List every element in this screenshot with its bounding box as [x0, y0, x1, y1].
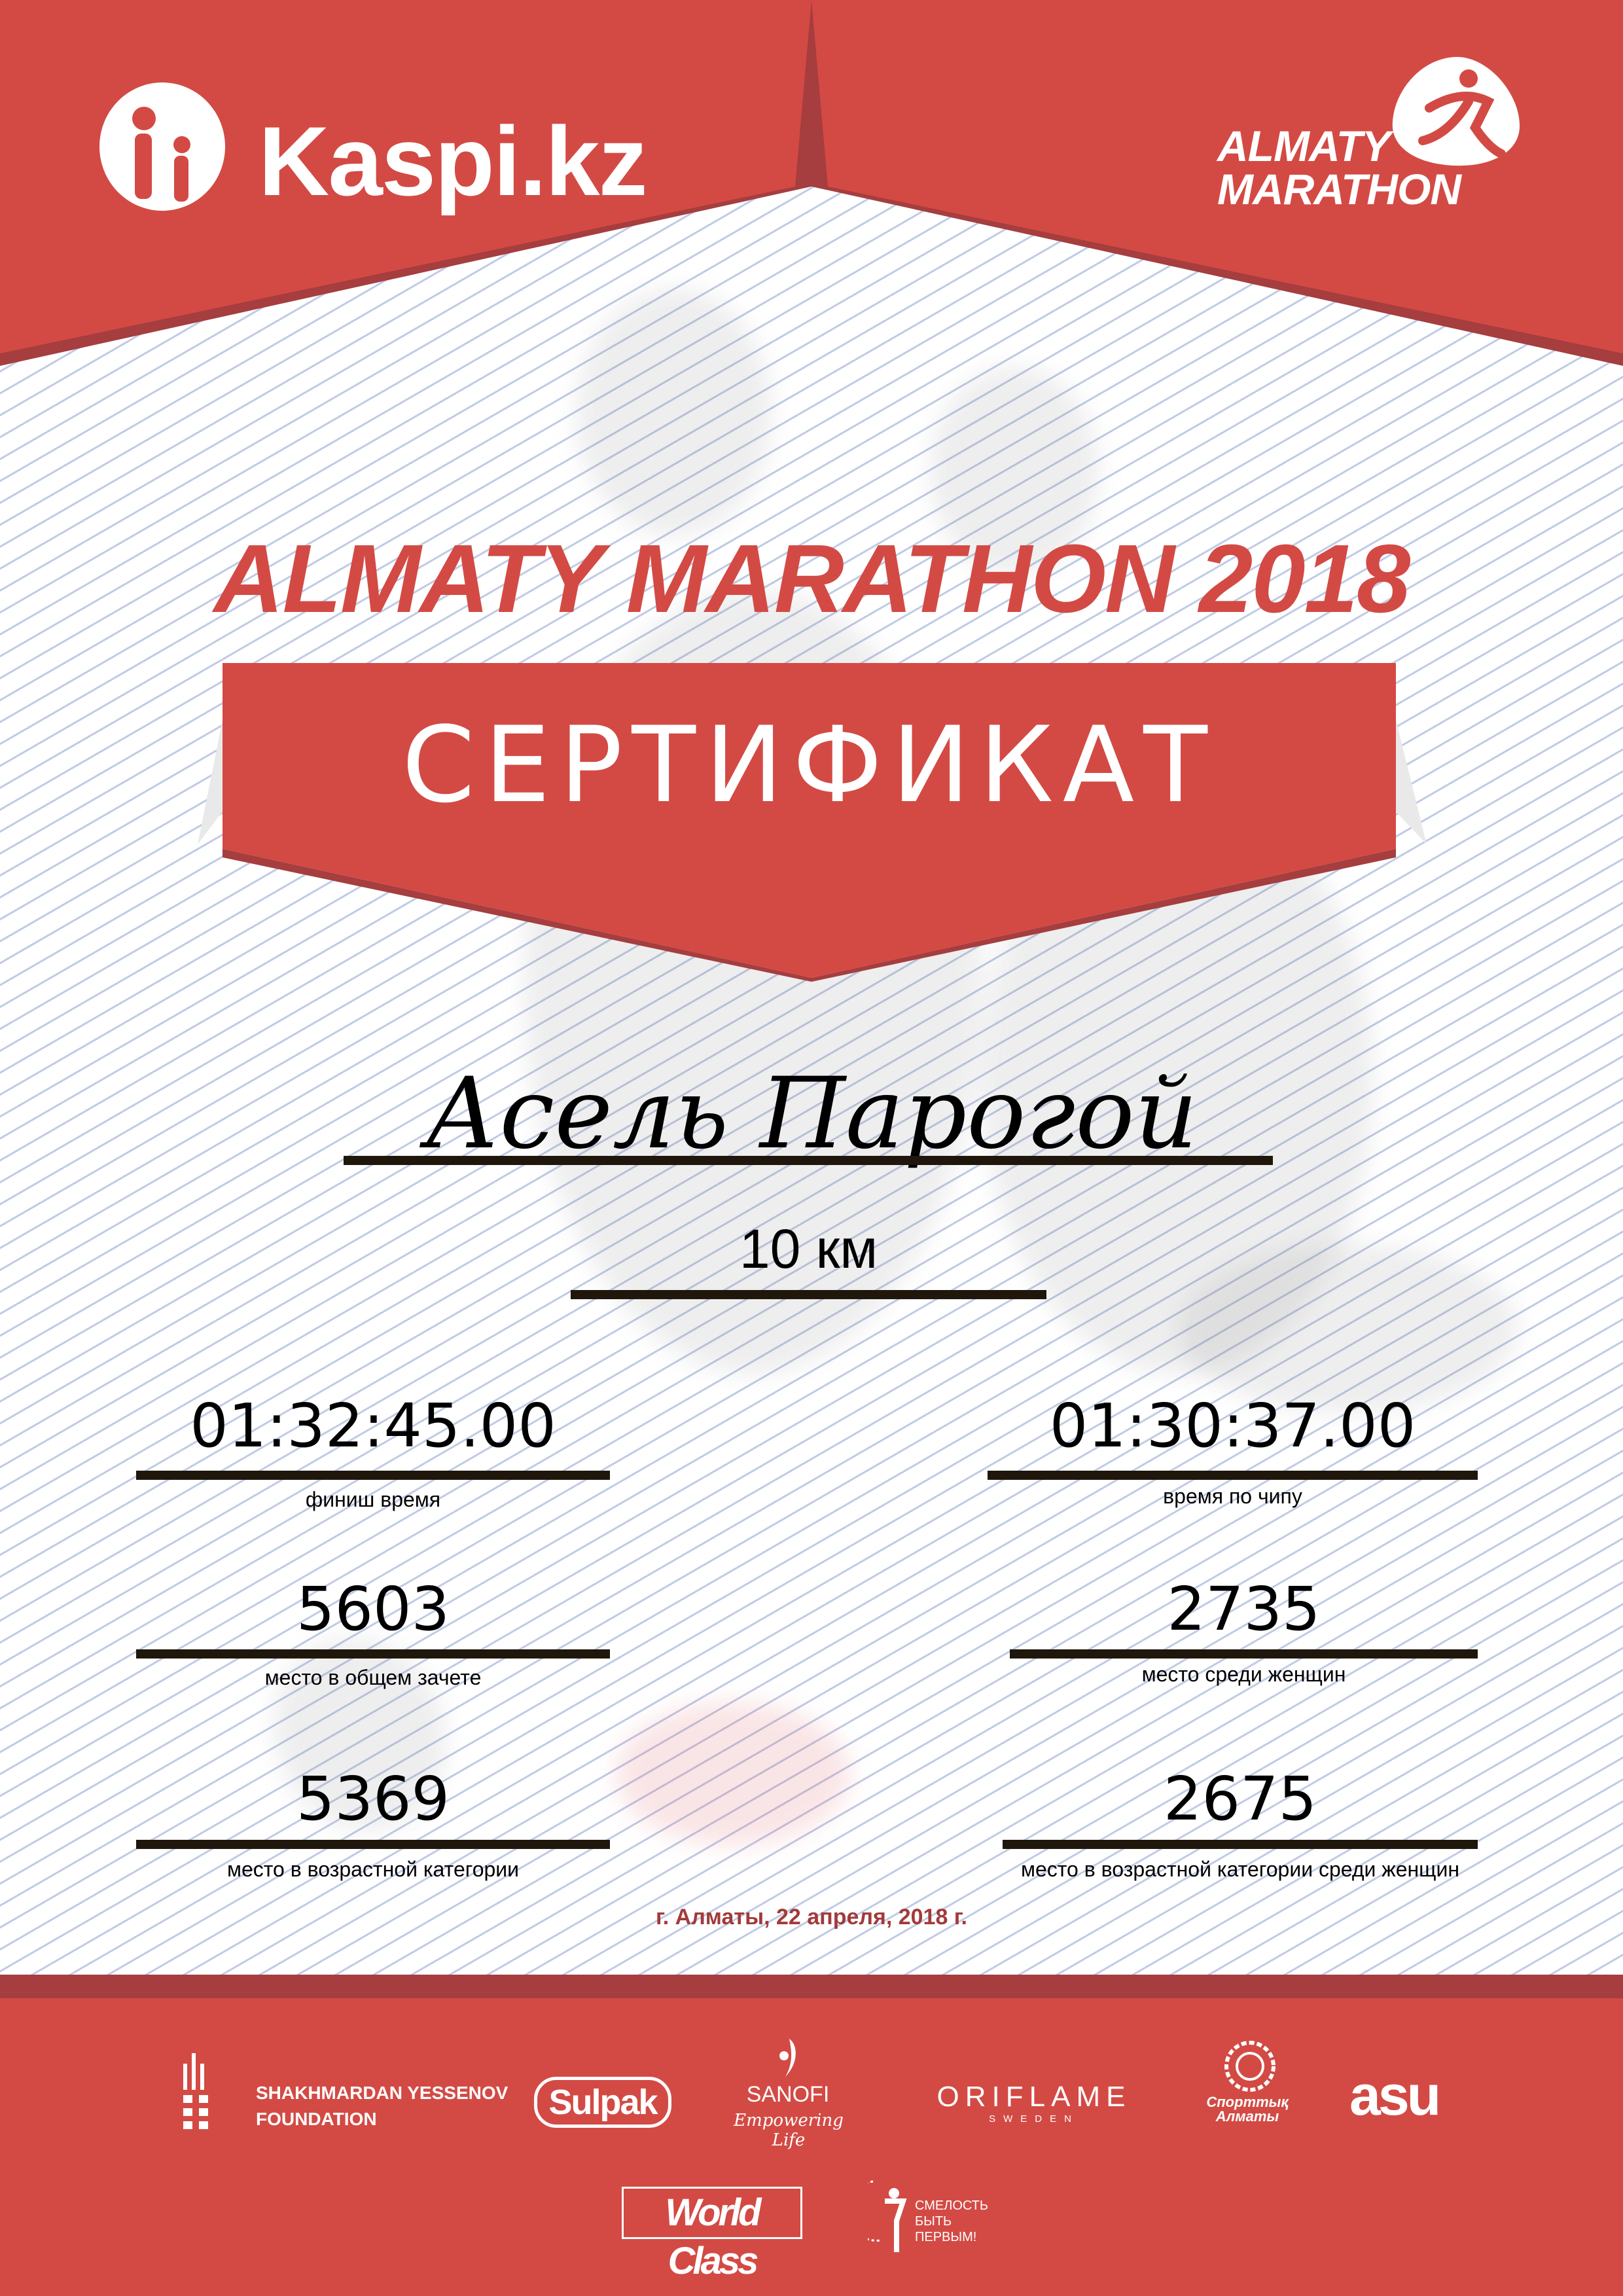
sportyk-line2: Алматы — [1215, 2108, 1279, 2125]
name-underline — [344, 1156, 1273, 1165]
women-age-place-label: место в возрастной категории среди женщи… — [1020, 1857, 1460, 1881]
age-place-underline — [136, 1840, 610, 1849]
kaspi-family-icon — [99, 82, 225, 211]
date-place: г. Алматы, 22 апреля, 2018 г. — [656, 1905, 967, 1929]
finish-time-underline — [136, 1471, 610, 1480]
women-place-underline — [1010, 1649, 1478, 1659]
finish-time-value: 01:32:45.00 — [190, 1391, 556, 1461]
women-age-place-value: 2675 — [1163, 1764, 1317, 1834]
age-place-label: место в возрастной категории — [226, 1857, 520, 1881]
yessenov-line1: SHAKHMARDAN YESSENOV — [256, 2083, 508, 2103]
women-age-place-underline — [1003, 1840, 1478, 1849]
kaspi-logo-text: Kaspi.kz — [259, 106, 648, 216]
finish-time-label: финиш время — [305, 1488, 441, 1511]
header-banner — [0, 0, 1623, 366]
sponsors-footer: SHAKHMARDAN YESSENOV FOUNDATION Sulpak S… — [0, 1998, 1623, 2296]
distance: 10 км — [739, 1218, 878, 1280]
yessenov-bars-icon — [183, 2053, 208, 2129]
sulpak-logo: Sulpak — [534, 2077, 671, 2128]
certificate-title: СЕРТИФИКАТ — [402, 704, 1217, 826]
oriflame-sub: SWEDEN — [989, 2113, 1079, 2125]
participant-name: Асель Парогой — [425, 1057, 1198, 1171]
almaty-logo-line2: MARATHON — [1217, 165, 1461, 213]
overall-place-value: 5603 — [296, 1574, 450, 1644]
sanofi-bird-icon — [779, 2039, 796, 2077]
footer-stripe — [0, 1975, 1623, 1998]
runner-icon — [1392, 56, 1520, 166]
chip-time-underline — [988, 1471, 1478, 1480]
women-place-value: 2735 — [1167, 1574, 1321, 1644]
smelost-line2: БЫТЬ — [915, 2214, 952, 2229]
sportyk-line1: Спорттық — [1206, 2094, 1289, 2110]
overall-place-underline — [136, 1649, 610, 1659]
chip-time-label: время по чипу — [1163, 1484, 1302, 1508]
almaty-logo-line1: ALMATY — [1217, 122, 1391, 170]
smelost-line3: ПЕРВЫМ! — [915, 2230, 977, 2244]
asu-logo: asu — [1349, 2064, 1441, 2127]
worldclass-logo: World Class — [622, 2187, 802, 2282]
smelost-figure-icon — [868, 2180, 907, 2252]
sanofi-tagline: Empowering Life — [734, 2111, 844, 2150]
oriflame-name: ORIFLAME — [936, 2081, 1132, 2113]
distance-underline — [571, 1290, 1046, 1299]
sportyk-emblem-icon — [1224, 2041, 1275, 2092]
age-place-value: 5369 — [296, 1764, 450, 1834]
chip-time-value: 01:30:37.00 — [1049, 1391, 1416, 1461]
certificate-banner — [198, 663, 1427, 982]
overall-place-label: место в общем зачете — [264, 1666, 482, 1689]
yessenov-line2: FOUNDATION — [256, 2109, 377, 2129]
smelost-line1: СМЕЛОСТЬ — [915, 2198, 989, 2213]
women-place-label: место среди женщин — [1141, 1662, 1346, 1686]
sanofi-name: SANOFI — [746, 2082, 830, 2107]
event-title: ALMATY MARATHON 2018 — [213, 525, 1411, 633]
